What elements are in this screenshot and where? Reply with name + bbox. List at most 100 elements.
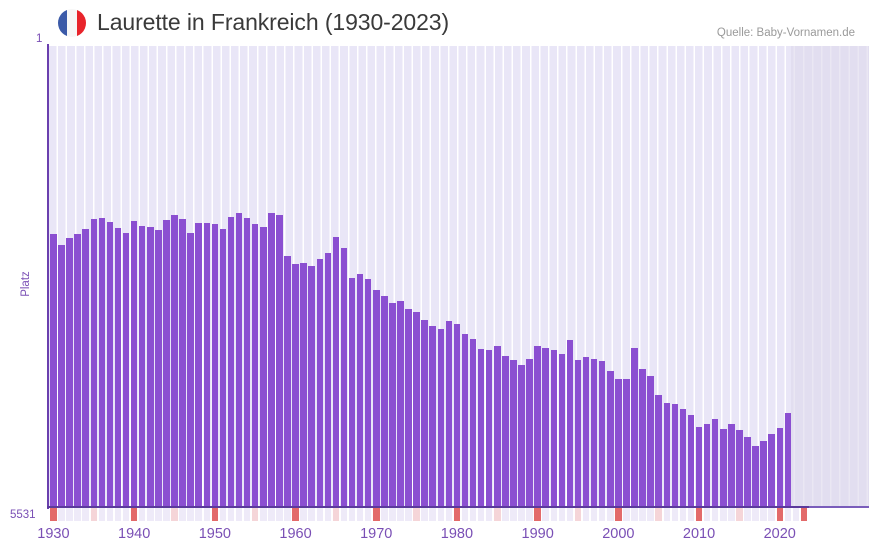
bar-2008[interactable] <box>679 409 687 507</box>
bar-1966[interactable] <box>340 247 348 507</box>
bar-1979[interactable] <box>445 321 453 507</box>
bar-1969[interactable] <box>364 278 372 507</box>
bar-1991[interactable] <box>542 347 549 507</box>
bar-1971[interactable] <box>381 296 388 507</box>
bar-1932[interactable] <box>66 237 73 507</box>
bar-1993[interactable] <box>558 354 566 507</box>
bar-1940[interactable] <box>130 220 138 507</box>
bar-2005[interactable] <box>655 395 662 507</box>
bar-1956[interactable] <box>260 226 267 507</box>
bar-1934[interactable] <box>82 229 89 507</box>
bar-2004[interactable] <box>647 376 654 507</box>
bar-1953[interactable] <box>235 213 243 507</box>
x-tick-2006 <box>663 508 671 521</box>
bar-1983[interactable] <box>477 348 485 507</box>
x-tick-2022 <box>792 508 800 521</box>
bar-1962[interactable] <box>308 266 315 507</box>
bar-2016[interactable] <box>744 436 751 507</box>
bar-2007[interactable] <box>671 404 679 507</box>
x-tick-1952 <box>227 508 235 521</box>
bar-1978[interactable] <box>437 329 445 507</box>
bar-1984[interactable] <box>485 350 493 507</box>
bar-1990[interactable] <box>534 346 541 507</box>
bar-1937[interactable] <box>106 221 114 507</box>
bar-1960[interactable] <box>292 264 299 507</box>
bar-1987[interactable] <box>510 360 517 507</box>
bar-1973[interactable] <box>397 301 404 507</box>
bar-1998[interactable] <box>598 361 606 507</box>
bar-1951[interactable] <box>219 229 227 507</box>
bar-2010[interactable] <box>695 426 703 507</box>
bar-1945[interactable] <box>171 215 178 507</box>
bar-1970[interactable] <box>373 290 380 507</box>
bar-1988[interactable] <box>518 365 525 507</box>
bar-1948[interactable] <box>195 222 202 507</box>
bar-1939[interactable] <box>122 233 130 507</box>
bar-1974[interactable] <box>405 308 412 507</box>
bar-1985[interactable] <box>494 346 501 507</box>
x-axis-label-2000: 2000 <box>602 526 635 542</box>
bar-1980[interactable] <box>453 323 461 507</box>
bar-2015[interactable] <box>736 430 743 507</box>
bar-2002[interactable] <box>631 347 638 507</box>
bar-1965[interactable] <box>332 236 340 507</box>
bar-1977[interactable] <box>429 326 436 507</box>
bar-1981[interactable] <box>461 333 469 507</box>
y-axis-tick-label-bottom: 5531 <box>10 509 36 521</box>
bar-1976[interactable] <box>421 320 428 507</box>
bar-2012[interactable] <box>711 418 719 507</box>
bar-1942[interactable] <box>147 226 154 507</box>
bar-2020[interactable] <box>776 427 783 507</box>
bar-1930[interactable] <box>50 234 57 507</box>
bar-1989[interactable] <box>526 358 533 507</box>
bar-1986[interactable] <box>502 356 509 507</box>
bar-1967[interactable] <box>348 277 356 507</box>
bar-1975[interactable] <box>413 311 420 507</box>
bar-1952[interactable] <box>227 216 235 507</box>
bar-2021[interactable] <box>784 412 792 507</box>
x-tick-1977 <box>429 508 436 521</box>
x-tick-1947 <box>187 508 194 521</box>
bar-2001[interactable] <box>623 379 630 507</box>
bar-2013[interactable] <box>720 428 727 507</box>
bar-1950[interactable] <box>211 224 219 507</box>
bar-1968[interactable] <box>356 273 364 507</box>
bar-1994[interactable] <box>566 340 574 507</box>
bar-1997[interactable] <box>590 358 598 507</box>
bar-2019[interactable] <box>768 434 775 507</box>
bar-1996[interactable] <box>582 356 590 507</box>
bar-2014[interactable] <box>728 424 735 507</box>
bar-1936[interactable] <box>98 217 106 507</box>
bar-2006[interactable] <box>663 402 671 507</box>
bar-1958[interactable] <box>276 215 283 507</box>
bar-1954[interactable] <box>243 218 251 507</box>
bar-1947[interactable] <box>187 232 194 507</box>
bar-1946[interactable] <box>179 219 186 507</box>
bar-2000[interactable] <box>615 379 622 507</box>
bar-1935[interactable] <box>90 219 98 507</box>
bar-1972[interactable] <box>389 302 396 507</box>
bar-1999[interactable] <box>607 371 614 507</box>
bar-1943[interactable] <box>155 230 162 507</box>
bar-2017[interactable] <box>752 446 759 507</box>
bar-1964[interactable] <box>324 252 332 507</box>
bar-2009[interactable] <box>687 415 695 507</box>
bar-2018[interactable] <box>760 441 767 507</box>
bar-1959[interactable] <box>284 256 291 507</box>
bar-1949[interactable] <box>203 223 211 507</box>
bar-1982[interactable] <box>469 339 477 507</box>
bar-1963[interactable] <box>316 259 323 507</box>
bar-2003[interactable] <box>639 368 646 507</box>
bar-1941[interactable] <box>138 225 146 507</box>
bar-1995[interactable] <box>574 360 582 507</box>
bar-1957[interactable] <box>268 212 275 507</box>
bar-1992[interactable] <box>550 350 558 507</box>
bar-1961[interactable] <box>300 262 307 507</box>
bar-1938[interactable] <box>114 227 122 507</box>
bar-1955[interactable] <box>251 224 259 507</box>
bar-1931[interactable] <box>58 245 65 507</box>
x-tick-1985 <box>494 508 501 521</box>
bar-1944[interactable] <box>163 220 170 507</box>
bar-2011[interactable] <box>703 423 711 507</box>
bar-1933[interactable] <box>74 234 81 507</box>
